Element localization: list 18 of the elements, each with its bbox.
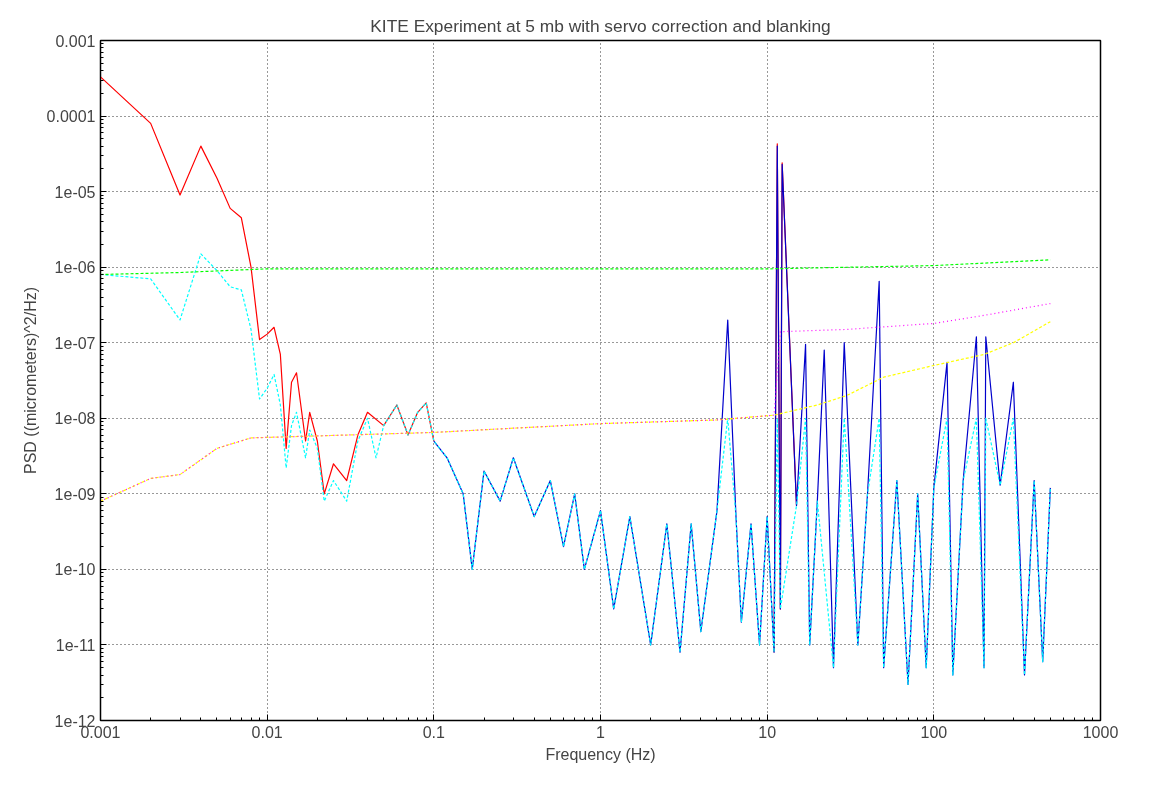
y-axis-title: PSD ((micrometers)^2/Hz) bbox=[21, 286, 39, 475]
y-tick-label: 1e-07 bbox=[54, 334, 96, 352]
y-tick-label: 0.001 bbox=[55, 32, 96, 50]
y-tick-label: 0.0001 bbox=[46, 108, 96, 126]
x-axis-title: Frequency (Hz) bbox=[545, 745, 656, 763]
y-tick-label: 1e-11 bbox=[55, 636, 96, 654]
x-tick-label: 1 bbox=[596, 723, 606, 741]
y-tick-label: 1e-10 bbox=[54, 561, 96, 579]
x-tick-label: 100 bbox=[920, 723, 948, 741]
x-tick-label: 10 bbox=[758, 723, 777, 741]
y-tick-label: 1e-09 bbox=[54, 485, 96, 503]
x-tick-label: 1000 bbox=[1082, 723, 1119, 741]
y-tick-label: 1e-06 bbox=[54, 259, 96, 277]
x-tick-label: 0.1 bbox=[422, 723, 446, 741]
x-tick-label: 0.01 bbox=[251, 723, 283, 741]
y-tick-label: 1e-05 bbox=[54, 183, 96, 201]
chart-title: KITE Experiment at 5 mb with servo correction and blanking bbox=[370, 15, 831, 36]
y-tick-label: 1e-08 bbox=[54, 410, 96, 428]
